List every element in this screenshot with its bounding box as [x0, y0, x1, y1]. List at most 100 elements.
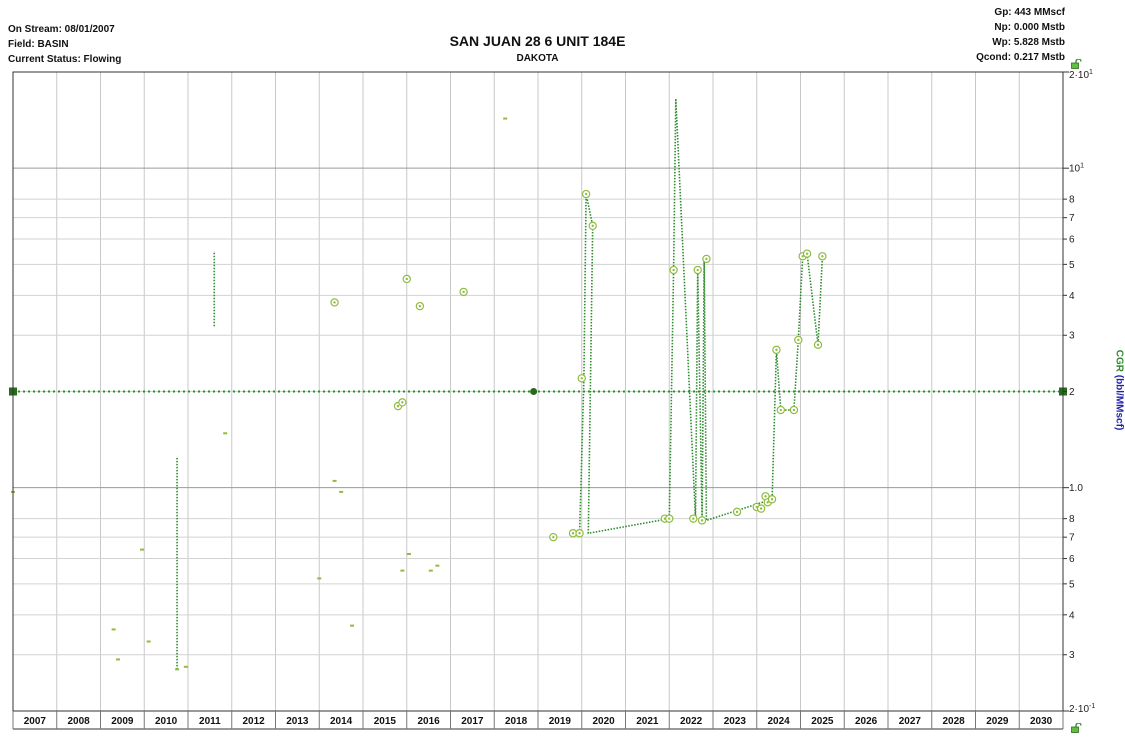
- x-tick-label: 2020: [593, 716, 616, 727]
- data-point-circle-dot: [396, 404, 400, 408]
- x-tick-label: 2010: [155, 716, 178, 727]
- data-point-circle-dot: [668, 517, 671, 520]
- x-axis: 2007 2008 2009 2010 2011 2012 2013 2014 2015 2016…: [12, 711, 1064, 730]
- y-tick-label: 4: [1069, 610, 1075, 621]
- data-point-circle-dot: [816, 343, 820, 347]
- x-tick-label: 2027: [899, 716, 922, 727]
- chart-subtitle: DAKOTA: [516, 53, 559, 64]
- data-point-circle-dot: [797, 338, 800, 342]
- data-point-dash: [146, 640, 151, 643]
- data-point-dash: [175, 668, 180, 671]
- data-point-dash: [400, 569, 405, 572]
- data-point-circle-dot: [418, 304, 422, 308]
- data-point-circle-dot: [333, 301, 336, 304]
- x-tick-label: 2029: [986, 716, 1009, 727]
- data-point-circle-dot: [580, 377, 583, 380]
- on-stream-text: On Stream: 08/01/2007: [8, 24, 115, 35]
- x-tick-label: 2018: [505, 716, 528, 727]
- data-point-circle-dot: [462, 290, 465, 294]
- y-tick-label: 2: [1069, 387, 1075, 398]
- x-tick-label: 2013: [286, 716, 309, 727]
- data-point-circle-dot: [735, 510, 739, 514]
- data-point-circle-dot: [591, 224, 594, 228]
- x-tick-label: 2011: [199, 716, 221, 727]
- data-point-circle-dot: [692, 517, 695, 520]
- status-text: Current Status: Flowing: [8, 54, 122, 65]
- data-point-circle-dot: [705, 257, 708, 261]
- data-point-dash: [317, 577, 322, 580]
- lock-open-icon[interactable]: [1071, 56, 1083, 69]
- x-tick-label: 2022: [680, 716, 703, 727]
- data-point-circle-dot: [571, 532, 575, 535]
- wp-text: Wp: 5.828 Mstb: [992, 37, 1065, 48]
- data-point-dash: [223, 432, 228, 435]
- data-point-dash: [111, 628, 116, 631]
- chart-series: [9, 98, 1067, 671]
- y-tick-label: 3: [1069, 331, 1075, 342]
- data-point-circle-dot: [672, 268, 675, 272]
- header-info-right: Gp: 443 MMscf Np: 0.000 Mstb Wp: 5.828 M…: [976, 5, 1065, 65]
- y-tick-label: 2·10-1: [1069, 703, 1095, 715]
- data-point-circle-dot: [792, 408, 796, 412]
- forecast-anchor-circle: [530, 388, 538, 395]
- data-point-dash: [406, 553, 411, 556]
- data-point-circle-dot: [801, 255, 804, 258]
- x-tick-label: 2023: [724, 716, 747, 727]
- x-tick-label: 2015: [374, 716, 397, 727]
- data-point-circle-dot: [821, 255, 824, 258]
- data-point-dash: [435, 564, 440, 567]
- data-point-dash: [183, 665, 188, 668]
- x-tick-label: 2012: [243, 716, 266, 727]
- x-tick-label: 2008: [68, 716, 91, 727]
- connector-dotted-line: [578, 98, 824, 535]
- y-tick-label: 7: [1069, 213, 1075, 224]
- x-tick-label: 2019: [549, 716, 572, 727]
- data-point-dash: [332, 479, 337, 482]
- data-point-dash: [116, 658, 120, 661]
- data-point-circle-dot: [770, 498, 774, 501]
- x-tick-label: 2007: [24, 716, 47, 727]
- qcond-text: Qcond: 0.217 Mstb: [976, 52, 1065, 63]
- x-tick-label: 2030: [1030, 716, 1053, 727]
- data-point-circle-dot: [759, 507, 763, 510]
- x-tick-label: 2009: [111, 716, 134, 727]
- x-tick-label: 2017: [461, 716, 484, 727]
- y-tick-label: 2·101: [1069, 69, 1093, 81]
- data-point-circle-dot: [700, 519, 704, 522]
- data-point-circle-dot: [401, 401, 404, 404]
- data-point-circle-dot: [696, 268, 699, 272]
- x-tick-label: 2025: [811, 716, 834, 727]
- x-tick-label: 2021: [636, 716, 659, 727]
- y-tick-label: 101: [1069, 163, 1084, 175]
- data-point-dash: [140, 548, 145, 551]
- data-point-circle-dot: [775, 348, 778, 352]
- field-text: Field: BASIN: [8, 39, 69, 50]
- x-tick-label: 2024: [768, 716, 791, 727]
- y-tick-label: 8: [1069, 514, 1075, 525]
- y-axis: 2·101 101 8 7 6 5 4 3 2 1.0 8 7 6 5 4 3 2·10-1: [1063, 69, 1095, 715]
- data-point-dash: [339, 490, 344, 493]
- data-point-circle-dot: [405, 277, 408, 281]
- x-tick-label: 2028: [943, 716, 966, 727]
- y-tick-label: 6: [1069, 554, 1075, 565]
- y-tick-label: 8: [1069, 195, 1075, 206]
- gp-text: Gp: 443 MMscf: [994, 7, 1065, 18]
- data-point-circle-dot: [578, 532, 581, 535]
- data-point-circle-dot: [764, 495, 767, 498]
- np-text: Np: 0.000 Mstb: [994, 22, 1065, 33]
- data-point-circle-dot: [766, 501, 769, 504]
- data-point-dash: [503, 117, 508, 120]
- x-tick-label: 2026: [855, 716, 878, 727]
- data-point-circle-dot: [552, 535, 555, 539]
- x-tick-label: 2014: [330, 716, 353, 727]
- y-tick-label: 7: [1069, 533, 1075, 544]
- data-point-dash: [428, 569, 433, 572]
- data-point-circle-dot: [584, 192, 588, 196]
- y-tick-label: 6: [1069, 235, 1075, 246]
- lock-open-icon[interactable]: [1071, 720, 1083, 733]
- data-point-dash: [350, 624, 355, 627]
- data-point-circle-dot: [779, 408, 783, 412]
- x-tick-label: 2016: [418, 716, 441, 727]
- data-point-circle-dot: [805, 252, 809, 255]
